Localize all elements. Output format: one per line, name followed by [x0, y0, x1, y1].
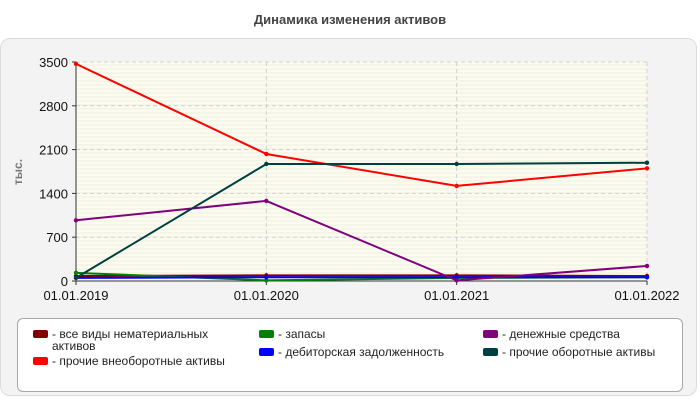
data-point	[73, 61, 79, 67]
legend-item: - все виды нематериальных активов	[33, 328, 222, 352]
legend-swatch	[259, 330, 274, 338]
data-point	[264, 161, 269, 167]
legend-label: - запасы	[278, 327, 326, 341]
legend-label: - прочие внеоборотные активы	[52, 354, 225, 368]
series-line	[75, 161, 648, 279]
tick-labels-layer: 0 700 1400 2100 2800 3500 01.01.2019 01.01.2020…	[39, 55, 679, 303]
data-point	[644, 263, 650, 269]
y-tick-label: 2100	[39, 143, 68, 158]
data-point	[644, 166, 650, 171]
legend-label: - все виды нематериальных активов	[52, 327, 209, 353]
legend-swatch	[33, 330, 48, 338]
series-layer	[73, 61, 650, 283]
chart-title: Динамика изменения активов	[253, 12, 447, 27]
data-point	[454, 161, 459, 167]
data-point	[264, 151, 269, 157]
grid-layer	[76, 61, 648, 281]
legend-label: - прочие оборотные активы	[502, 345, 656, 359]
y-tick-label: 3500	[39, 55, 68, 70]
series-group	[73, 160, 650, 281]
series-group	[73, 198, 650, 283]
legend-item: - прочие внеоборотные активы	[33, 355, 225, 367]
data-point	[73, 270, 79, 276]
data-point	[454, 275, 459, 280]
plot-area	[76, 62, 647, 281]
y-tick-label: 2800	[39, 99, 68, 114]
series-group	[73, 275, 650, 281]
y-tick-label: 0	[61, 274, 68, 289]
legend-item: - денежные средства	[483, 328, 620, 340]
legend-label: - дебиторская задолженность	[278, 345, 445, 359]
data-point	[264, 275, 269, 280]
data-point	[73, 275, 79, 281]
axes-layer	[72, 61, 648, 285]
legend-label: - денежные средства	[502, 327, 620, 341]
y-axis-label: тыс.	[11, 159, 25, 185]
x-tick-label: 01.01.2021	[424, 288, 489, 303]
legend-swatch	[33, 357, 48, 365]
legend-swatch	[483, 330, 498, 338]
legend: - все виды нематериальных активов - прочи…	[17, 318, 683, 392]
legend-item: - запасы	[259, 328, 325, 340]
data-point	[73, 218, 79, 223]
y-tick-label: 1400	[39, 186, 68, 201]
y-tick-label: 700	[46, 230, 68, 245]
x-tick-label: 01.01.2022	[614, 288, 679, 303]
legend-item: - прочие оборотные активы	[483, 346, 655, 358]
data-point	[264, 198, 269, 204]
series-line	[75, 276, 647, 279]
legend-swatch	[483, 348, 498, 356]
data-point	[454, 183, 459, 189]
series-group	[73, 61, 650, 189]
x-tick-label: 01.01.2019	[43, 288, 108, 303]
series-line	[75, 62, 648, 187]
x-tick-label: 01.01.2020	[234, 288, 299, 303]
legend-item: - дебиторская задолженность	[259, 346, 444, 358]
plot-background-layer	[76, 62, 647, 281]
series-line	[75, 199, 648, 282]
data-point	[454, 278, 459, 283]
legend-swatch	[259, 348, 274, 356]
data-point	[264, 278, 269, 283]
data-point	[644, 275, 650, 280]
data-point	[644, 160, 650, 165]
